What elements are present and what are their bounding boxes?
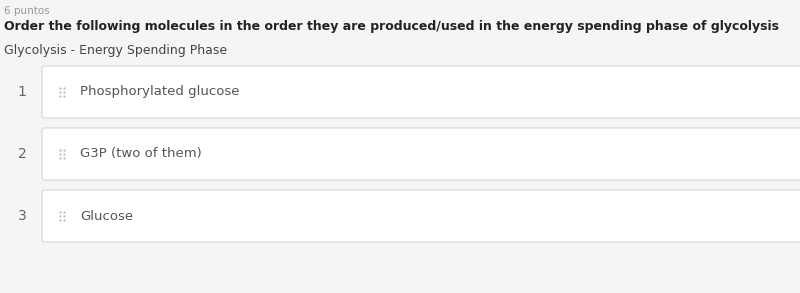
FancyBboxPatch shape: [42, 128, 800, 180]
FancyBboxPatch shape: [42, 190, 800, 242]
Text: Order the following molecules in the order they are produced/used in the energy : Order the following molecules in the ord…: [4, 20, 779, 33]
Text: 1: 1: [18, 85, 26, 99]
Text: Glycolysis - Energy Spending Phase: Glycolysis - Energy Spending Phase: [4, 44, 227, 57]
Text: 6 puntos: 6 puntos: [4, 6, 50, 16]
Text: G3P (two of them): G3P (two of them): [80, 147, 202, 161]
Text: Phosphorylated glucose: Phosphorylated glucose: [80, 86, 239, 98]
Text: 2: 2: [18, 147, 26, 161]
Text: Glucose: Glucose: [80, 209, 133, 222]
Text: 3: 3: [18, 209, 26, 223]
FancyBboxPatch shape: [42, 66, 800, 118]
